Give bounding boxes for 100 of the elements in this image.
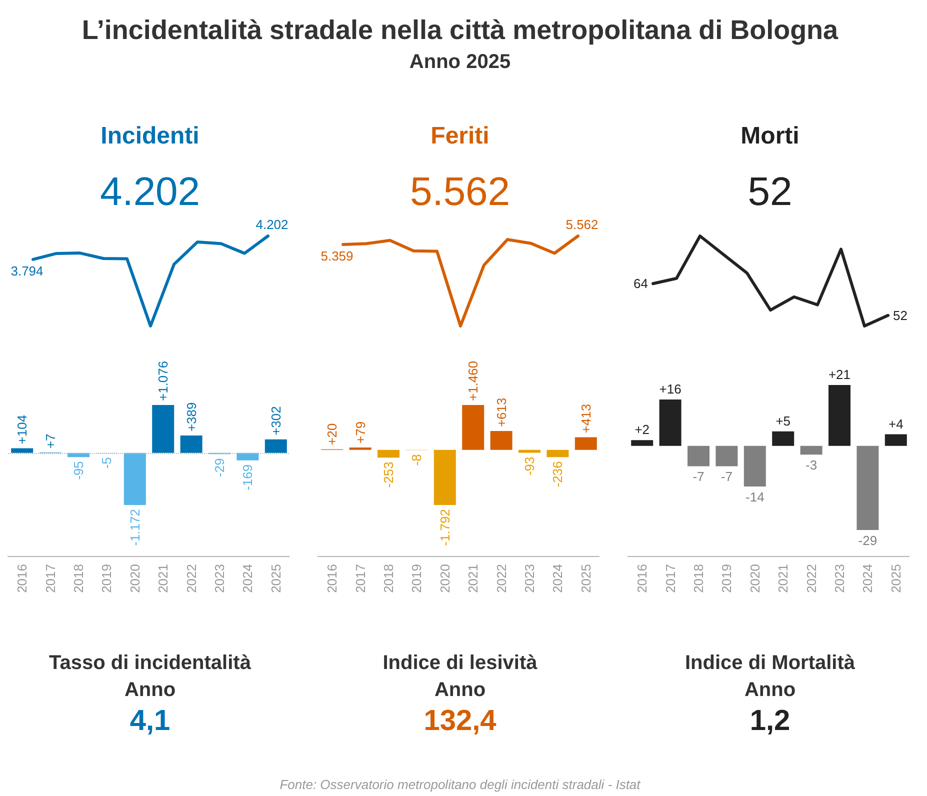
x-tick-label: 2022 bbox=[804, 564, 819, 593]
data-label: -8 bbox=[409, 454, 424, 466]
x-tick-label: 2016 bbox=[14, 564, 30, 593]
bar bbox=[152, 405, 174, 453]
data-label: +20 bbox=[324, 423, 340, 446]
data-label: +104 bbox=[14, 414, 30, 444]
data-label: +79 bbox=[352, 421, 368, 444]
data-label: -3 bbox=[806, 458, 818, 473]
bar bbox=[434, 450, 456, 505]
data-label: +4 bbox=[888, 416, 904, 432]
data-label: +613 bbox=[494, 398, 509, 428]
x-tick-label: 2023 bbox=[212, 564, 227, 593]
data-label: -95 bbox=[71, 461, 86, 480]
bar bbox=[264, 439, 287, 453]
bar bbox=[236, 452, 259, 460]
data-label: -7 bbox=[720, 469, 732, 484]
bar bbox=[716, 446, 738, 466]
x-tick-label: 2020 bbox=[747, 564, 762, 593]
data-label: -29 bbox=[858, 533, 878, 548]
data-label: +16 bbox=[659, 382, 682, 396]
text: 4,1 bbox=[128, 704, 172, 738]
data-label: 4.202 bbox=[256, 217, 288, 232]
x-tick-label: 2025 bbox=[888, 564, 904, 593]
data-label: -29 bbox=[212, 458, 227, 477]
data-label: -5 bbox=[99, 457, 114, 469]
x-tick-label: 2017 bbox=[662, 564, 678, 593]
x-tick-label: 2023 bbox=[522, 564, 537, 593]
data-label: 64 bbox=[634, 276, 648, 292]
chart-subtitle: 5.562 bbox=[410, 170, 510, 214]
data-label: +413 bbox=[578, 404, 594, 434]
data-label: +302 bbox=[268, 406, 284, 436]
x-tick-label: 2024 bbox=[860, 564, 876, 593]
text: Indice di lesività bbox=[382, 651, 538, 676]
data-label: +5 bbox=[776, 413, 791, 428]
x-tick-label: 2018 bbox=[691, 564, 706, 593]
bar bbox=[688, 446, 710, 466]
x-tick-label: 2017 bbox=[352, 564, 368, 593]
bar bbox=[462, 405, 484, 450]
x-tick-label: 2022 bbox=[494, 564, 509, 593]
data-label: +1.076 bbox=[156, 360, 171, 401]
text: Anno bbox=[743, 678, 797, 703]
bar bbox=[884, 434, 907, 446]
bar bbox=[631, 440, 654, 446]
x-tick-label: 2018 bbox=[381, 564, 396, 593]
data-label: -169 bbox=[240, 464, 256, 490]
bar bbox=[124, 452, 146, 505]
text: Anno 2025 bbox=[408, 50, 512, 75]
x-tick-label: 2021 bbox=[466, 564, 481, 593]
data-label: 5.562 bbox=[566, 217, 598, 232]
bar bbox=[800, 446, 822, 455]
x-tick-label: 2020 bbox=[127, 564, 142, 593]
bar bbox=[574, 437, 597, 450]
x-tick-label: 2018 bbox=[71, 564, 86, 593]
data-label: +21 bbox=[828, 367, 851, 382]
bar bbox=[659, 400, 682, 446]
data-label: 5.359 bbox=[320, 248, 354, 264]
bar bbox=[828, 385, 850, 446]
x-tick-label: 2019 bbox=[99, 564, 114, 593]
bar bbox=[349, 447, 372, 450]
chart-subtitle: 52 bbox=[748, 170, 792, 214]
x-tick-label: 2019 bbox=[409, 564, 424, 593]
text: Anno bbox=[433, 678, 487, 703]
x-tick-label: 2017 bbox=[42, 564, 58, 593]
bar bbox=[180, 436, 202, 453]
bar bbox=[546, 450, 569, 458]
bar bbox=[744, 446, 766, 486]
data-label: +389 bbox=[184, 402, 199, 432]
x-tick-label: 2021 bbox=[156, 564, 171, 593]
chart-subtitle: 4.202 bbox=[100, 170, 200, 214]
bar bbox=[11, 448, 34, 453]
data-label: -236 bbox=[550, 461, 566, 488]
data-label: 52 bbox=[893, 308, 908, 323]
x-tick-label: 2021 bbox=[776, 564, 791, 593]
bar bbox=[518, 450, 540, 453]
text: Tasso di incidentalità bbox=[48, 651, 252, 676]
data-label: -1.792 bbox=[437, 509, 452, 546]
data-label: -1.172 bbox=[127, 509, 142, 546]
text: L’incidentalità stradale nella città metropolitana di Bologna bbox=[80, 14, 840, 47]
x-tick-label: 2024 bbox=[240, 564, 256, 593]
data-label: -253 bbox=[381, 462, 396, 488]
data-label: -14 bbox=[746, 490, 764, 504]
data-label: -93 bbox=[522, 456, 537, 476]
x-tick-label: 2020 bbox=[437, 564, 452, 593]
x-tick-label: 2019 bbox=[719, 564, 734, 593]
data-label: -7 bbox=[692, 469, 704, 484]
bar bbox=[772, 431, 794, 446]
text: Indice di Mortalità bbox=[684, 651, 856, 676]
x-tick-label: 2016 bbox=[324, 564, 340, 593]
x-tick-label: 2024 bbox=[550, 564, 566, 593]
text: Anno bbox=[123, 678, 177, 703]
bar bbox=[856, 446, 879, 530]
data-label: 3.794 bbox=[10, 263, 44, 278]
x-tick-label: 2025 bbox=[578, 564, 594, 593]
source-note: Fonte: Osservatorio metropolitano degli incidenti stradali - Istat bbox=[278, 776, 642, 794]
data-label: +1.460 bbox=[466, 360, 481, 401]
text: 132,4 bbox=[422, 704, 498, 738]
x-tick-label: 2023 bbox=[832, 564, 847, 593]
x-tick-label: 2016 bbox=[634, 564, 650, 593]
text: 1,2 bbox=[748, 704, 792, 738]
data-label: +2 bbox=[634, 422, 650, 438]
